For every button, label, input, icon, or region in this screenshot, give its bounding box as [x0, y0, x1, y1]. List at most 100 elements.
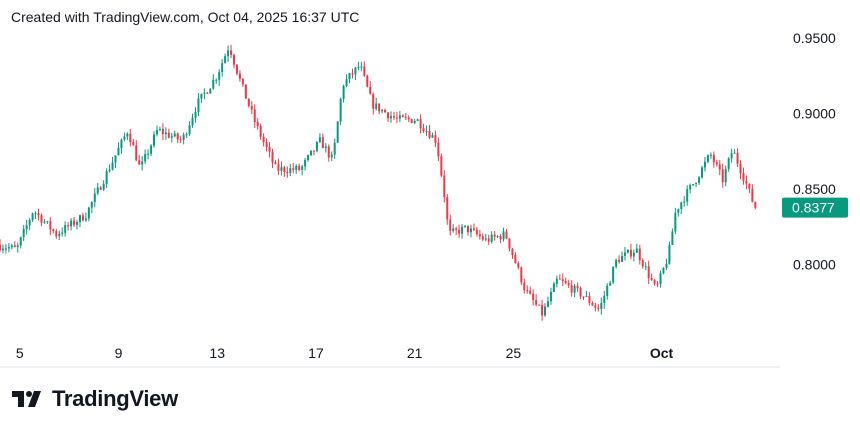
- candle-down: [481, 236, 484, 240]
- candle-down: [312, 150, 315, 152]
- candle-up: [431, 135, 434, 138]
- candle-up: [46, 221, 49, 223]
- candle-down: [55, 231, 58, 237]
- candle-down: [135, 145, 138, 161]
- candle-down: [286, 172, 289, 174]
- x-tick-label: 21: [407, 345, 423, 361]
- candle-up: [573, 285, 576, 293]
- candle-up: [464, 225, 467, 227]
- candle-down: [366, 75, 369, 87]
- candle-up: [25, 225, 28, 230]
- candle-down: [514, 254, 517, 264]
- candle-down: [129, 133, 132, 143]
- candle-down: [99, 187, 102, 190]
- candle-down: [532, 293, 535, 301]
- candle-down: [523, 282, 526, 291]
- candle-up: [348, 73, 351, 80]
- candle-up: [64, 225, 67, 233]
- candle-down: [410, 119, 413, 123]
- candle-up: [215, 79, 218, 81]
- candle-down: [40, 215, 43, 223]
- candle-up: [615, 259, 618, 267]
- candle-down: [597, 307, 600, 309]
- candle-up: [662, 267, 665, 274]
- candle-up: [61, 232, 64, 234]
- candle-down: [541, 305, 544, 316]
- candle-down: [244, 84, 247, 99]
- candle-up: [709, 154, 712, 156]
- candle-down: [351, 73, 354, 75]
- candle-up: [555, 278, 558, 284]
- candle-down: [529, 290, 532, 294]
- candle-down: [754, 201, 757, 208]
- candle-up: [680, 202, 683, 209]
- candle-down: [721, 169, 724, 183]
- candle-up: [191, 117, 194, 126]
- candle-up: [490, 234, 493, 242]
- candle-down: [582, 296, 585, 298]
- candle-up: [698, 177, 701, 183]
- candle-up: [10, 245, 13, 248]
- x-tick-label: 5: [16, 345, 24, 361]
- candle-down: [253, 109, 256, 123]
- candle-up: [484, 238, 487, 240]
- candle-down: [478, 234, 481, 237]
- candle-down: [52, 229, 55, 232]
- tradingview-logo-icon: [12, 391, 41, 407]
- candle-up: [164, 132, 167, 135]
- candle-down: [647, 266, 650, 278]
- candle-up: [19, 237, 22, 246]
- candle-up: [659, 273, 662, 285]
- candle-down: [298, 165, 301, 170]
- candle-up: [307, 155, 310, 160]
- candle-up: [150, 145, 153, 154]
- candle-up: [730, 153, 733, 159]
- y-tick-label: 0.8000: [793, 257, 836, 273]
- candle-up: [203, 92, 206, 94]
- candle-up: [330, 154, 333, 158]
- x-tick-label: 13: [209, 345, 225, 361]
- candle-up: [727, 158, 730, 169]
- candle-up: [28, 220, 31, 226]
- candle-down: [428, 130, 431, 138]
- candle-up: [668, 244, 671, 264]
- candle-down: [446, 197, 449, 220]
- candle-up: [549, 291, 552, 302]
- candle-up: [188, 125, 191, 135]
- candle-down: [449, 219, 452, 231]
- candle-down: [13, 245, 16, 248]
- candle-down: [508, 238, 511, 249]
- candle-up: [301, 166, 304, 170]
- candle-up: [671, 231, 674, 245]
- candle-up: [1, 248, 4, 251]
- tradingview-logo[interactable]: TradingView: [12, 386, 178, 412]
- candle-up: [706, 155, 709, 162]
- candle-up: [16, 245, 19, 248]
- candle-up: [304, 159, 307, 167]
- candle-down: [387, 112, 390, 119]
- candle-up: [398, 115, 401, 119]
- candle-up: [4, 248, 7, 250]
- candle-up: [93, 193, 96, 203]
- candle-down: [520, 267, 523, 283]
- candle-up: [221, 63, 224, 73]
- candle-up: [360, 66, 363, 68]
- candle-down: [321, 137, 324, 149]
- candle-down: [718, 164, 721, 170]
- candle-down: [745, 180, 748, 184]
- candle-down: [73, 220, 76, 225]
- candle-down: [517, 263, 520, 268]
- candle-up: [381, 109, 384, 112]
- candle-up: [158, 129, 161, 131]
- candle-up: [280, 167, 283, 171]
- candle-up: [626, 249, 629, 253]
- candle-down: [487, 238, 490, 242]
- candle-up: [197, 98, 200, 112]
- candle-up: [76, 222, 79, 225]
- candle-down: [458, 229, 461, 234]
- y-tick-label: 0.9500: [793, 30, 836, 46]
- candle-up: [120, 139, 123, 148]
- candle-down: [277, 163, 280, 171]
